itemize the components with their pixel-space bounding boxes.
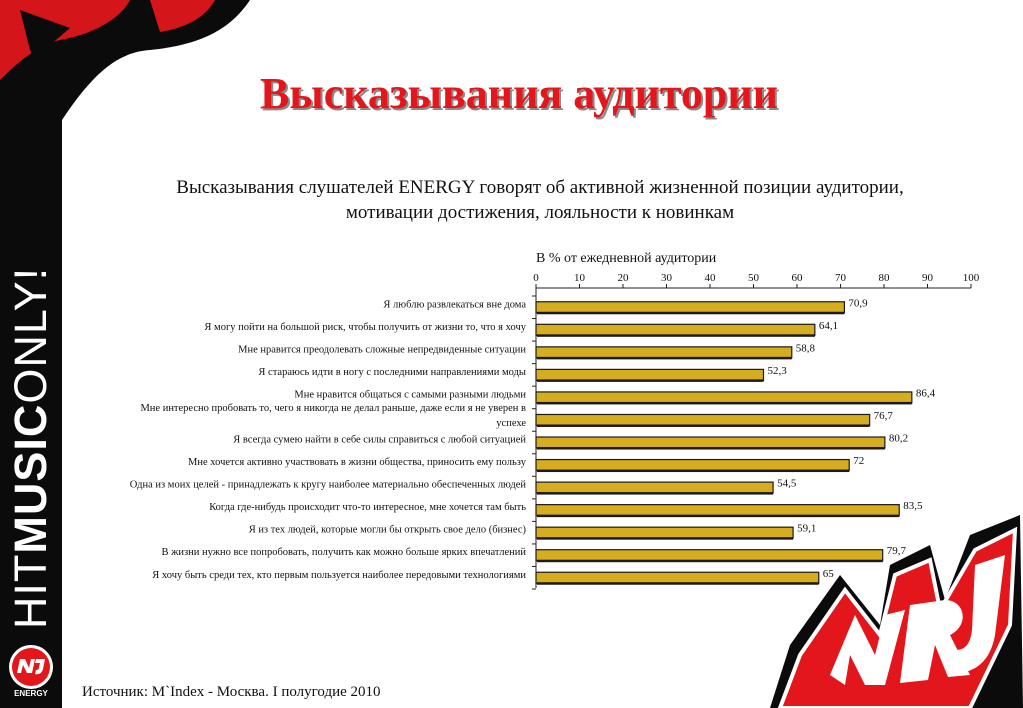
bar bbox=[535, 368, 765, 381]
x-tick-label: 50 bbox=[748, 272, 760, 284]
x-tick-label: 20 bbox=[618, 272, 630, 284]
bar bbox=[535, 571, 820, 584]
bar bbox=[535, 549, 884, 562]
subtitle-line-1: Высказывания слушателей ENERGY говорят о… bbox=[176, 177, 904, 198]
category-label-line: Мне интересно пробовать то, чего я никог… bbox=[140, 403, 526, 414]
bar-shadow bbox=[537, 582, 819, 585]
bar bbox=[535, 458, 850, 472]
category-label: Мне нравится общаться с самыми разными л… bbox=[294, 389, 526, 400]
x-tick-label: 80 bbox=[879, 272, 891, 284]
bar-shadow bbox=[537, 559, 883, 563]
category-label-line: Мне хочется активно участвовать в жизни … bbox=[188, 457, 527, 468]
category-label: Я всегда сумею найти в себе силы справит… bbox=[233, 435, 526, 446]
x-tick-label: 10 bbox=[574, 272, 586, 284]
bar-value-label: 54,5 bbox=[777, 478, 797, 490]
category-label-line: Одна из моих целей - принадлежать к круг… bbox=[130, 480, 527, 491]
bar-shadow bbox=[537, 469, 850, 473]
bar-value-label: 76,7 bbox=[874, 410, 894, 422]
category-label: Я стараюсь идти в ногу с последними напр… bbox=[258, 367, 526, 378]
bar bbox=[535, 526, 794, 539]
nrj-small-logo-icon bbox=[9, 645, 53, 689]
bar-value-label: 70,9 bbox=[848, 297, 868, 309]
bar-value-label: 59,1 bbox=[797, 523, 816, 535]
category-label-line: Я всегда сумею найти в себе силы справит… bbox=[233, 435, 526, 446]
x-tick-label: 0 bbox=[533, 272, 539, 284]
bar bbox=[535, 391, 913, 404]
page-title: Высказывания аудитории bbox=[260, 69, 779, 118]
small-logo-caption: ENERGY bbox=[14, 689, 48, 698]
category-label: Я могу пойти на большой риск, чтобы полу… bbox=[204, 322, 526, 333]
bar bbox=[535, 481, 774, 494]
category-label: В жизни нужно все попробовать, получить … bbox=[162, 547, 527, 558]
category-label-line: В жизни нужно все попробовать, получить … bbox=[162, 547, 527, 558]
bar-shadow bbox=[537, 447, 885, 450]
bar bbox=[535, 346, 793, 359]
bar-shadow bbox=[537, 537, 794, 540]
category-label: Мне нравится преодолевать сложные непред… bbox=[238, 344, 526, 355]
bar-value-label: 80,2 bbox=[889, 433, 908, 445]
bar-value-label: 79,7 bbox=[887, 545, 907, 557]
bar-value-label: 83,5 bbox=[903, 500, 923, 512]
category-label: Когда где-нибудь происходит что-то интер… bbox=[209, 502, 526, 513]
bar-value-label: 58,8 bbox=[796, 342, 816, 354]
x-tick-label: 100 bbox=[963, 272, 980, 284]
category-label: Мне интересно пробовать то, чего я никог… bbox=[140, 403, 526, 429]
category-label-line: успехе bbox=[496, 418, 526, 429]
bar-shadow bbox=[537, 311, 845, 315]
bar-shadow bbox=[537, 401, 912, 405]
bar-value-label: 86,4 bbox=[916, 387, 936, 399]
bar bbox=[535, 413, 871, 427]
bar-value-label: 64,1 bbox=[819, 320, 838, 332]
category-label: Я хочу быть среди тех, кто первым пользу… bbox=[152, 570, 526, 581]
bar bbox=[535, 323, 816, 336]
bar bbox=[535, 504, 900, 517]
x-tick-label: 30 bbox=[661, 272, 673, 284]
bar-shadow bbox=[537, 514, 900, 518]
category-label-line: Мне нравится преодолевать сложные непред… bbox=[238, 344, 526, 355]
category-label: Мне хочется активно участвовать в жизни … bbox=[188, 457, 527, 468]
category-label-line: Я хочу быть среди тех, кто первым пользу… bbox=[152, 570, 526, 581]
bar bbox=[535, 436, 886, 449]
bar-value-label: 65 bbox=[823, 568, 835, 580]
bar-value-label: 72 bbox=[853, 455, 864, 467]
x-tick-label: 90 bbox=[922, 272, 934, 284]
x-tick-label: 40 bbox=[705, 272, 717, 284]
bar-shadow bbox=[537, 379, 764, 382]
category-label-line: Я люблю развлекаться вне дома bbox=[383, 299, 526, 310]
category-label: Я люблю развлекаться вне дома bbox=[383, 299, 526, 310]
category-label-line: Я могу пойти на большой риск, чтобы полу… bbox=[204, 322, 526, 333]
category-label-line: Я из тех людей, которые могли бы открыть… bbox=[249, 525, 527, 536]
category-label-line: Мне нравится общаться с самыми разными л… bbox=[294, 389, 526, 400]
x-tick-label: 60 bbox=[792, 272, 804, 284]
category-label-line: Когда где-нибудь происходит что-то интер… bbox=[209, 502, 526, 513]
category-label-line: Я стараюсь идти в ногу с последними напр… bbox=[258, 367, 526, 378]
bar-shadow bbox=[537, 492, 774, 495]
subtitle-line-2: мотивации достижения, лояльности к новин… bbox=[345, 202, 735, 223]
bar-shadow bbox=[537, 334, 815, 337]
corner-decoration bbox=[0, 0, 250, 140]
source-note: Источник: M`Index - Москва. I полугодие … bbox=[82, 684, 381, 700]
bar bbox=[535, 301, 846, 314]
bar-value-label: 52,3 bbox=[768, 365, 788, 377]
bar-shadow bbox=[537, 356, 792, 360]
category-label: Я из тех людей, которые могли бы открыть… bbox=[249, 525, 527, 536]
nrj-large-logo-icon bbox=[770, 515, 1023, 708]
x-tick-label: 70 bbox=[835, 272, 847, 284]
bar-shadow bbox=[537, 424, 870, 427]
axis-title: В % от ежедневной аудитории bbox=[536, 251, 717, 266]
category-label: Одна из моих целей - принадлежать к круг… bbox=[130, 480, 527, 491]
